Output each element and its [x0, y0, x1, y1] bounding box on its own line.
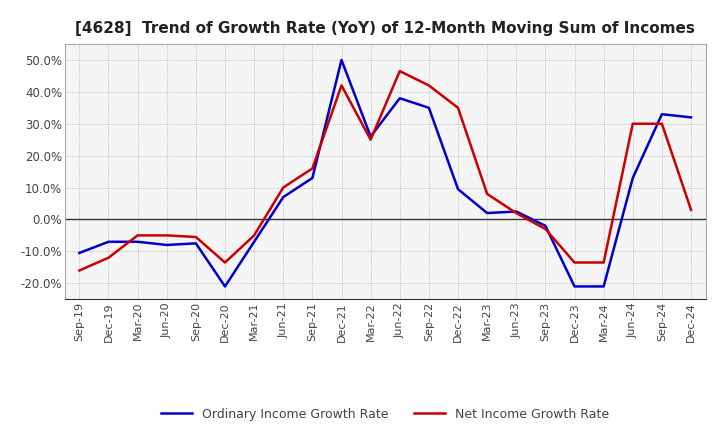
Net Income Growth Rate: [657, 121, 666, 126]
Net Income Growth Rate: [687, 207, 696, 213]
Ordinary Income Growth Rate: [483, 210, 492, 216]
Ordinary Income Growth Rate: [512, 209, 521, 214]
Ordinary Income Growth Rate: [308, 175, 317, 180]
Ordinary Income Growth Rate: [133, 239, 142, 245]
Ordinary Income Growth Rate: [425, 105, 433, 110]
Net Income Growth Rate: [163, 233, 171, 238]
Net Income Growth Rate: [541, 226, 550, 231]
Net Income Growth Rate: [425, 83, 433, 88]
Net Income Growth Rate: [629, 121, 637, 126]
Net Income Growth Rate: [512, 210, 521, 216]
Ordinary Income Growth Rate: [599, 284, 608, 289]
Net Income Growth Rate: [192, 235, 200, 240]
Ordinary Income Growth Rate: [366, 134, 375, 139]
Legend: Ordinary Income Growth Rate, Net Income Growth Rate: Ordinary Income Growth Rate, Net Income …: [156, 403, 614, 425]
Net Income Growth Rate: [395, 69, 404, 74]
Ordinary Income Growth Rate: [220, 284, 229, 289]
Net Income Growth Rate: [133, 233, 142, 238]
Net Income Growth Rate: [104, 255, 113, 260]
Ordinary Income Growth Rate: [279, 194, 287, 200]
Line: Net Income Growth Rate: Net Income Growth Rate: [79, 71, 691, 271]
Title: [4628]  Trend of Growth Rate (YoY) of 12-Month Moving Sum of Incomes: [4628] Trend of Growth Rate (YoY) of 12-…: [76, 21, 695, 36]
Net Income Growth Rate: [308, 166, 317, 171]
Ordinary Income Growth Rate: [192, 241, 200, 246]
Ordinary Income Growth Rate: [250, 239, 258, 245]
Ordinary Income Growth Rate: [337, 57, 346, 62]
Ordinary Income Growth Rate: [75, 250, 84, 256]
Net Income Growth Rate: [599, 260, 608, 265]
Net Income Growth Rate: [483, 191, 492, 197]
Net Income Growth Rate: [75, 268, 84, 273]
Ordinary Income Growth Rate: [395, 95, 404, 101]
Ordinary Income Growth Rate: [657, 111, 666, 117]
Ordinary Income Growth Rate: [570, 284, 579, 289]
Ordinary Income Growth Rate: [629, 175, 637, 180]
Net Income Growth Rate: [250, 233, 258, 238]
Ordinary Income Growth Rate: [104, 239, 113, 245]
Ordinary Income Growth Rate: [454, 187, 462, 192]
Ordinary Income Growth Rate: [541, 223, 550, 228]
Ordinary Income Growth Rate: [687, 115, 696, 120]
Net Income Growth Rate: [337, 83, 346, 88]
Net Income Growth Rate: [366, 137, 375, 142]
Ordinary Income Growth Rate: [163, 242, 171, 248]
Line: Ordinary Income Growth Rate: Ordinary Income Growth Rate: [79, 60, 691, 286]
Net Income Growth Rate: [570, 260, 579, 265]
Net Income Growth Rate: [220, 260, 229, 265]
Net Income Growth Rate: [279, 185, 287, 190]
Net Income Growth Rate: [454, 105, 462, 110]
